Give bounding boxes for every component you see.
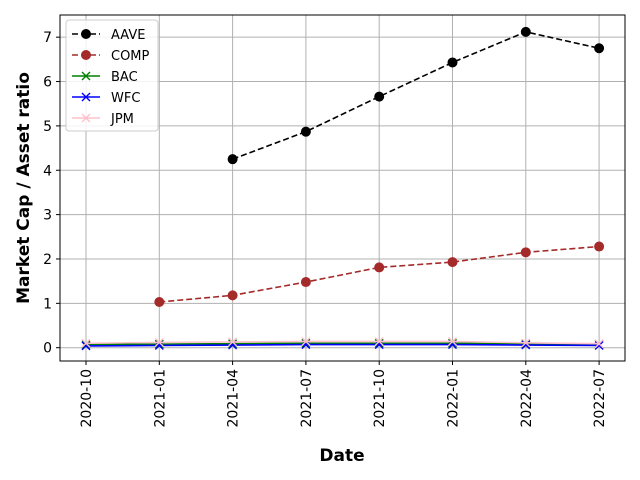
data-point-jpm [228,337,238,347]
series-line-wfc [85,343,600,347]
data-point-comp [594,241,605,252]
data-point-comp [300,277,311,288]
x-tick-label-2022-04: 2022-04 [519,369,535,428]
data-point-comp [227,290,238,301]
legend-marker-jpm [81,113,91,123]
legend-label-bac: BAC [111,70,138,85]
data-point-jpm [301,336,311,346]
data-point-aave [227,154,238,165]
y-tick-label-5: 5 [43,119,52,135]
data-point-bac [448,338,457,348]
data-point-jpm [594,339,604,349]
y-tick-label-6: 6 [43,75,52,91]
legend-label-comp: COMP [111,49,150,64]
data-point-aave [374,91,385,102]
x-tick-label-2020-10: 2020-10 [79,369,95,428]
data-point-jpm [521,338,531,348]
y-axis: 0 1 2 3 4 5 6 7 [43,30,60,357]
data-point-bac [374,338,384,348]
data-point-aave [520,26,531,37]
x-tick-label-2021-10: 2021-10 [372,369,388,428]
series-layer [81,26,605,351]
legend-marker-wfc [81,92,91,102]
data-point-wfc [594,340,604,350]
plot-frame [59,14,626,362]
data-point-aave [594,43,605,54]
x-tick-label-2022-07: 2022-07 [592,369,608,428]
legend-marker-aave [81,29,91,39]
series-line-jpm [85,340,600,345]
data-point-comp [374,262,385,273]
legend: AAVE COMP BAC WFC JPM [65,19,159,132]
y-tick-label-0: 0 [43,341,52,357]
legend-label-wfc: WFC [111,91,140,106]
legend-marker-bac [81,71,91,81]
data-point-jpm [448,336,457,346]
data-point-jpm [154,337,164,347]
x-tick-label-2021-07: 2021-07 [299,369,315,428]
data-point-bac [81,340,91,350]
x-axis: 2020-10 2021-01 2021-04 2021-07 2021-10 2022-… [79,361,608,428]
data-point-jpm [374,336,384,346]
data-point-aave [447,57,458,68]
data-point-aave [300,126,311,137]
y-tick-label-7: 7 [43,30,52,46]
x-tick-label-2021-01: 2021-01 [152,369,168,428]
legend-marker-comp [81,50,91,60]
y-axis-title: Market Cap / Asset ratio [14,72,34,304]
x-tick-label-2021-04: 2021-04 [226,369,242,428]
y-tick-label-3: 3 [43,208,52,224]
y-tick-label-4: 4 [43,163,52,179]
data-point-comp [520,247,531,258]
data-point-jpm [81,338,91,348]
data-point-comp [154,297,165,308]
x-tick-label-2022-01: 2022-01 [446,369,462,428]
legend-label-aave: AAVE [111,28,145,43]
data-point-bac [154,339,164,349]
series-line-aave [232,31,600,160]
data-point-bac [228,339,238,349]
y-tick-label-2: 2 [43,252,52,268]
data-point-bac [301,338,311,348]
data-point-comp [447,257,458,268]
x-axis-title: Date [319,446,364,466]
legend-box [65,19,159,132]
y-tick-label-1: 1 [43,296,52,312]
series-line-bac [85,342,600,346]
legend-label-jpm: JPM [110,112,134,127]
